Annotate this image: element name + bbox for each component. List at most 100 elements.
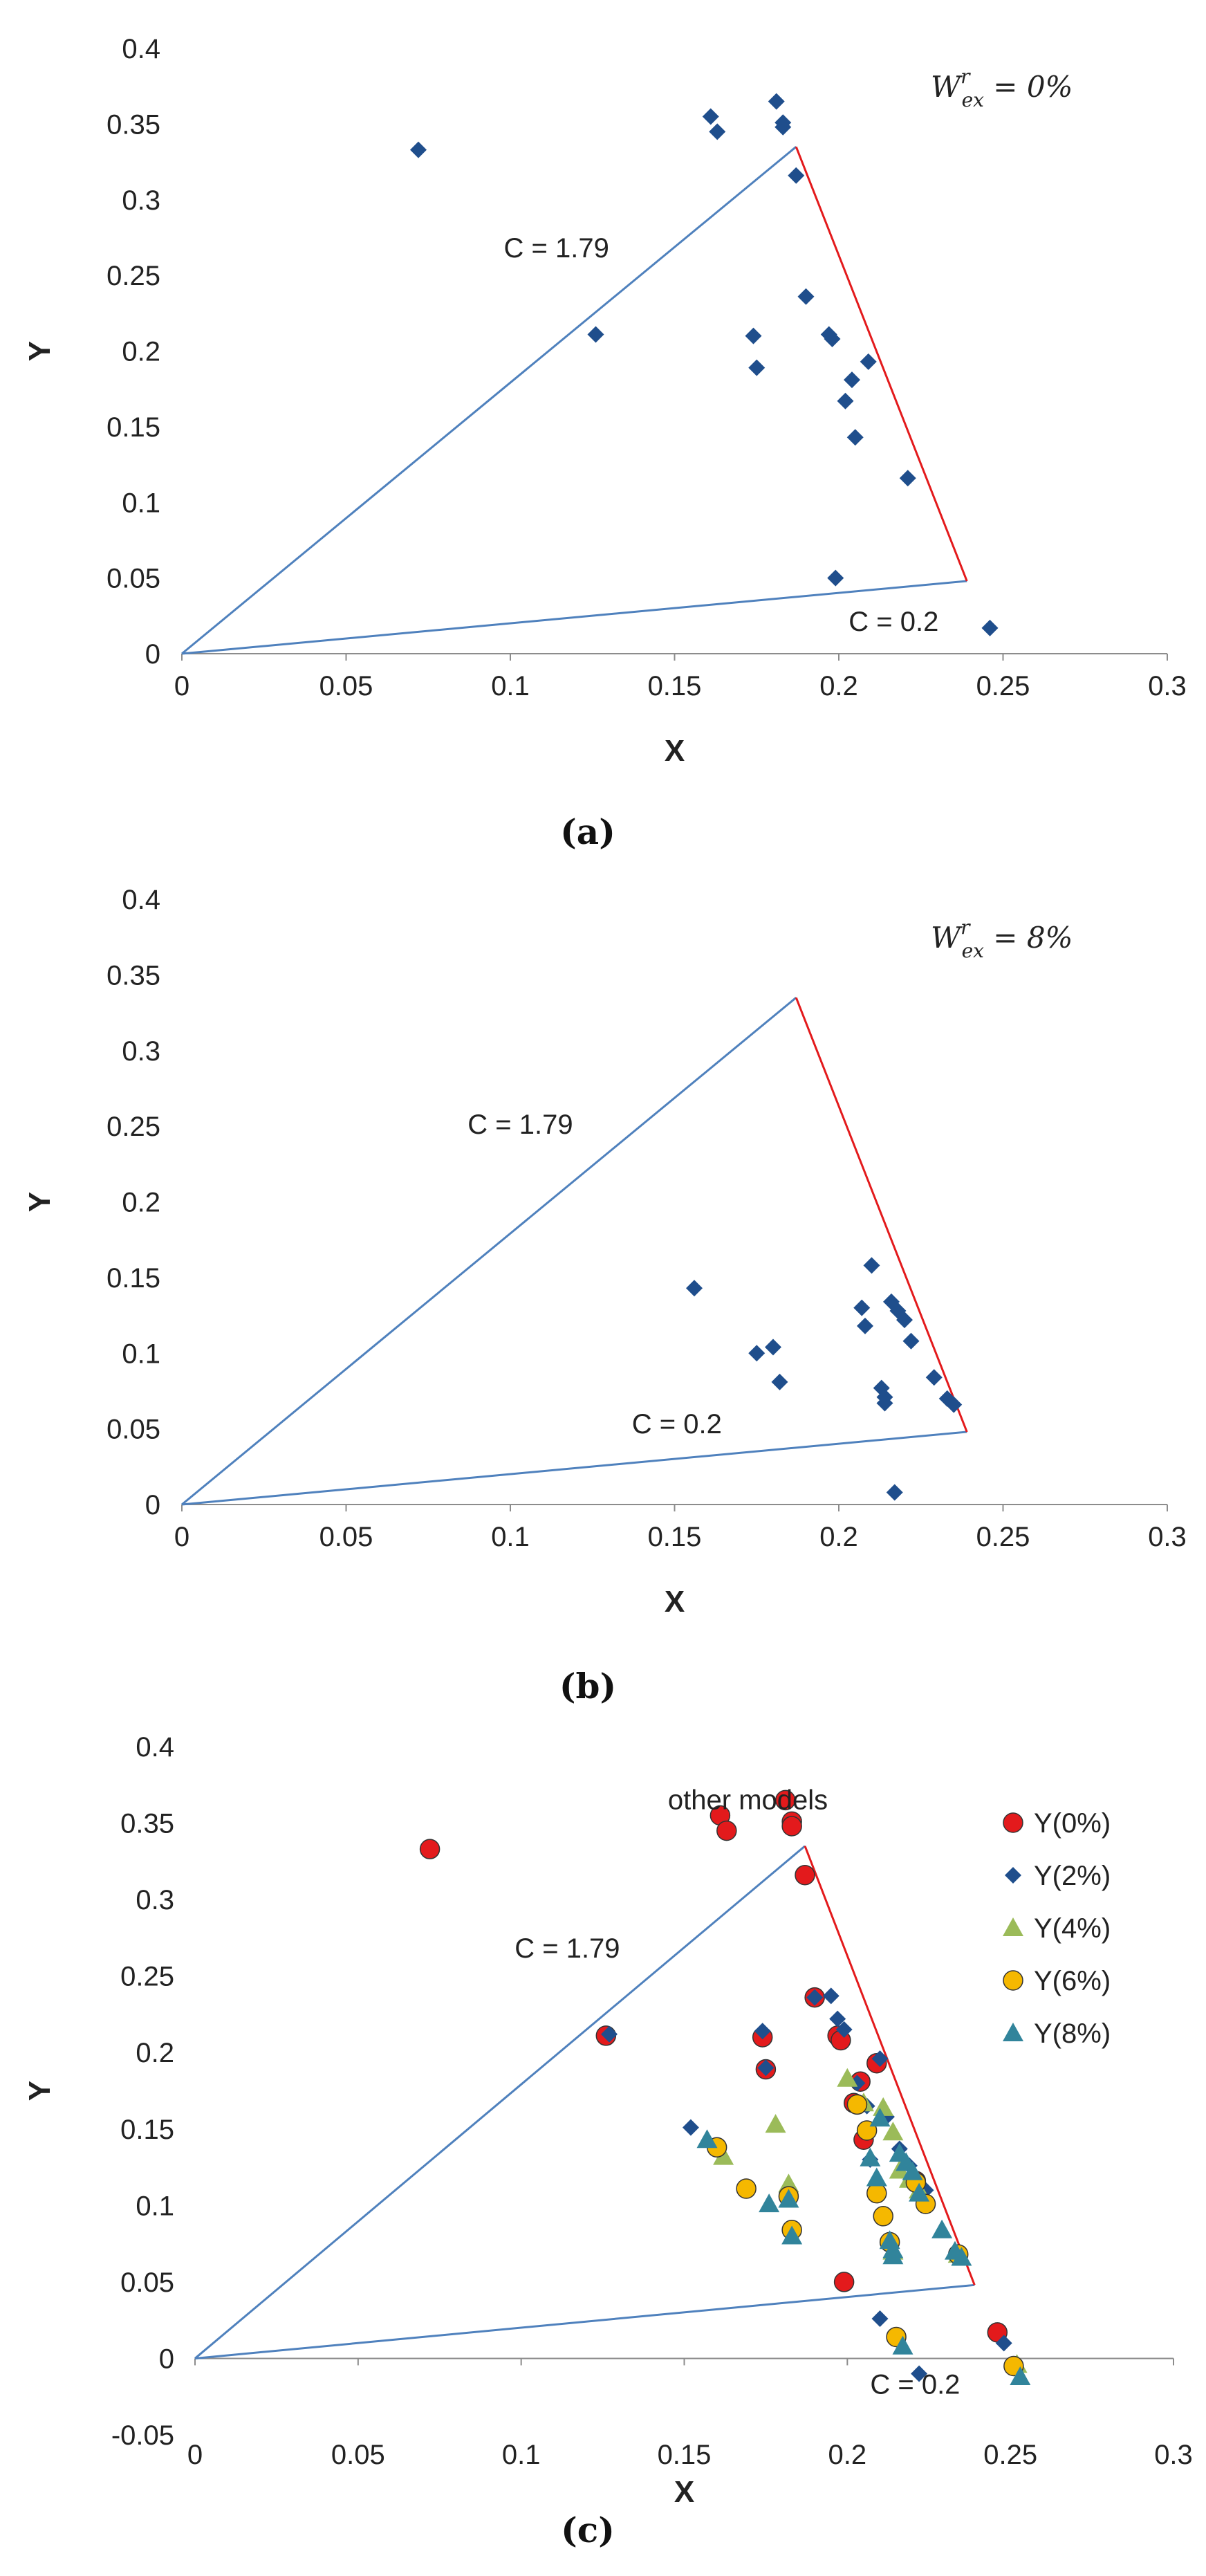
- legend-label: Y(4%): [1034, 1913, 1111, 1944]
- panel-a-lines: [181, 146, 968, 655]
- data-point: [846, 2094, 868, 2115]
- x-tick-label: 0.3: [1154, 2440, 1193, 2470]
- legend-marker: [1003, 1917, 1023, 1936]
- legend-label: Y(0%): [1034, 1808, 1111, 1839]
- x-tick-label: 0.05: [319, 1522, 373, 1552]
- data-point: [833, 2272, 855, 2292]
- data-point: [882, 2122, 904, 2141]
- data-point: [911, 2365, 928, 2382]
- y-tick-label: 0.35: [120, 1809, 174, 1839]
- y-tick-label: 0.15: [106, 412, 160, 443]
- data-point: [899, 470, 916, 487]
- x-tick-label: 0.15: [658, 2440, 712, 2470]
- x-tick-label: 0.25: [983, 2440, 1037, 2470]
- x-tick-label: 0: [187, 2440, 203, 2470]
- line-c-0-2: [181, 580, 967, 655]
- data-point: [774, 1790, 796, 1811]
- data-point: [419, 1839, 440, 1859]
- panel-c-axes: 0 0.05 0.1 0.15 0.2 0.25 0.3 -0.05 0 0.05 0.1 0.15 0…: [23, 1732, 1193, 2509]
- data-point: [410, 141, 427, 158]
- line-c-1-79: [194, 1845, 806, 2359]
- data-point: [829, 2010, 846, 2027]
- panel-a-points: [410, 93, 999, 636]
- panel-a-axes: 0 0.05 0.1 0.15 0.2 0.25 0.3 0 0.05 0.1 0.15 0.2 0.2…: [23, 34, 1187, 768]
- data-point: [702, 108, 719, 125]
- data-point: [759, 2193, 780, 2213]
- data-point: [931, 2219, 953, 2238]
- x-tick-label: 0.1: [491, 1522, 530, 1552]
- data-point: [757, 2059, 774, 2077]
- panel-b-chart: 0 0.05 0.1 0.15 0.2 0.25 0.3 0 0.05 0.1 0.15 0.2 0.2…: [23, 885, 1187, 1706]
- legend-marker: [1003, 2023, 1023, 2041]
- data-point: [871, 2310, 889, 2327]
- x-tick-label: 0.2: [828, 2440, 867, 2470]
- x-tick-label: 0.1: [502, 2440, 541, 2470]
- data-point: [797, 288, 815, 305]
- data-point: [925, 1369, 943, 1386]
- panel-c-labels: C = 1.79 C = 0.2 other models: [514, 1785, 960, 2400]
- panel-c-legend: Y(0%) Y(2%) Y(4%) Y(6%) Y(8%): [1003, 1808, 1111, 2049]
- panel-c-lines: [194, 1845, 976, 2359]
- y-tick-label: 0.25: [106, 261, 160, 291]
- legend-marker: [1005, 1867, 1021, 1884]
- data-point: [853, 1299, 871, 1316]
- panel-b-points: [686, 1257, 963, 1501]
- data-point: [835, 2021, 853, 2039]
- panel-c-points: [419, 1790, 1031, 2385]
- y-axis-title: Y: [23, 2081, 57, 2101]
- data-point: [866, 2182, 887, 2204]
- data-point: [765, 2114, 786, 2133]
- data-point: [709, 123, 726, 140]
- x-tick-label: 0.3: [1148, 671, 1187, 701]
- line-c-0-2: [194, 2283, 975, 2359]
- panel-c-chart: 0 0.05 0.1 0.15 0.2 0.25 0.3 -0.05 0 0.05 0.1 0.15 0…: [23, 1732, 1193, 2550]
- data-point: [781, 1816, 802, 1837]
- y-tick-label: 0.3: [136, 1885, 174, 1915]
- y-tick-label: 0.05: [106, 1415, 160, 1445]
- data-point: [857, 1317, 873, 1334]
- y-tick-label: 0: [145, 1490, 160, 1520]
- y-tick-label: 0.25: [106, 1112, 160, 1142]
- wex-label: Wr ex = 0%: [931, 65, 1073, 111]
- data-point: [995, 2335, 1012, 2352]
- y-tick-label: 0.15: [106, 1263, 160, 1294]
- data-point: [713, 2146, 734, 2165]
- x-tick-label: 0.25: [976, 1522, 1030, 1552]
- caption-c: (c): [561, 2510, 615, 2550]
- data-point: [902, 1332, 920, 1350]
- data-point: [873, 2206, 893, 2227]
- data-point: [896, 1312, 913, 1329]
- y-tick-label: 0.1: [122, 488, 160, 518]
- legend-label: Y(6%): [1034, 1966, 1111, 1996]
- data-point: [837, 392, 854, 410]
- label-c-1-79: C = 1.79: [467, 1110, 573, 1140]
- x-tick-label: 0.3: [1148, 1522, 1187, 1552]
- data-point: [827, 569, 844, 587]
- caption-b: (b): [559, 1666, 616, 1706]
- data-point: [1010, 2366, 1031, 2385]
- panel-b-lines: [181, 997, 968, 1506]
- y-tick-label: 0.35: [106, 960, 160, 991]
- y-tick-label: 0.05: [120, 2267, 174, 2298]
- legend-label: Y(2%): [1034, 1861, 1111, 1891]
- label-c-0-2: C = 0.2: [632, 1409, 722, 1439]
- label-c-1-79: C = 1.79: [504, 233, 609, 264]
- y-tick-label: 0.1: [122, 1338, 160, 1369]
- data-point: [806, 1989, 824, 2006]
- data-point: [981, 619, 999, 636]
- boundary-line: [804, 1846, 976, 2285]
- panel-a-labels: C = 1.79 C = 0.2 Wr ex = 0%: [504, 65, 1073, 637]
- boundary-line: [795, 997, 968, 1433]
- x-tick-label: 0.15: [648, 671, 702, 701]
- data-point: [869, 2108, 891, 2127]
- x-tick-label: 0.05: [331, 2440, 385, 2470]
- data-point: [824, 331, 841, 347]
- data-point: [788, 167, 805, 184]
- data-point: [886, 1484, 903, 1501]
- data-point: [745, 327, 762, 344]
- y-tick-label: 0.35: [106, 109, 160, 140]
- data-point: [866, 2167, 887, 2187]
- data-point: [748, 359, 766, 376]
- data-point: [795, 1864, 815, 1886]
